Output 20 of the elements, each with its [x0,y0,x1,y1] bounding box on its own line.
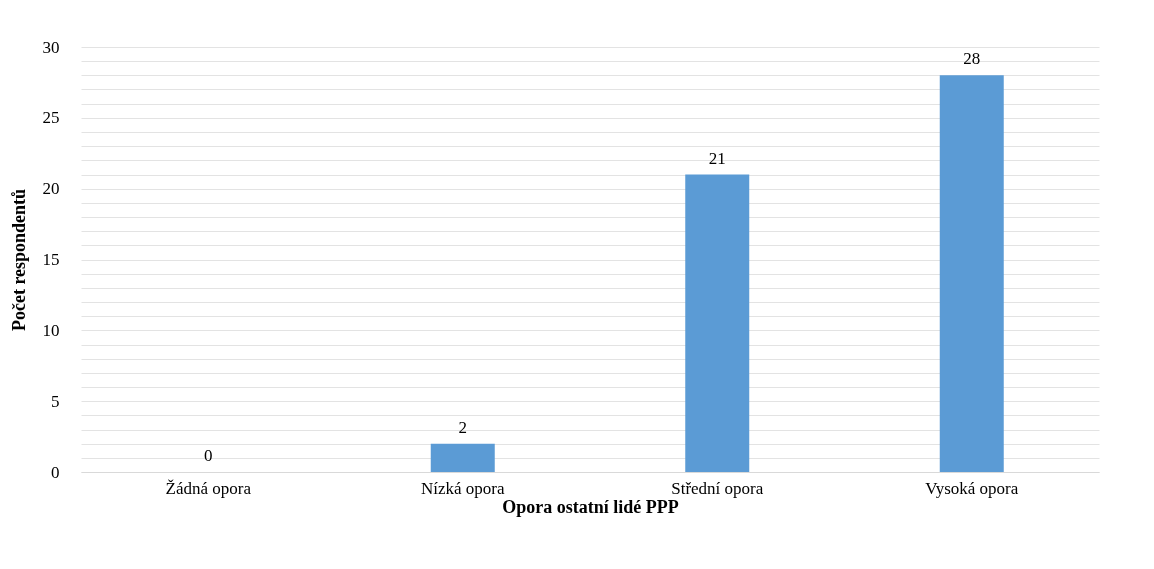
y-tick-label: 25 [42,108,60,128]
y-tick-label: 15 [42,250,60,269]
y-tick-label: 20 [42,179,60,199]
bar [939,75,1004,472]
x-tick-label: Střední opora [671,478,764,498]
data-label: 21 [708,148,726,168]
data-label: 2 [458,417,467,437]
y-tick-label: 5 [51,391,60,411]
data-label: 28 [963,49,981,69]
y-tick-label: 30 [42,37,60,57]
x-tick-label: Vysoká opora [925,478,1019,498]
x-axis-title: Opora ostatní lidé PPP [502,496,679,517]
bar [430,443,495,472]
x-tick-label: Žádná opora [165,478,252,498]
data-label: 0 [204,446,213,465]
y-tick-label: 10 [42,320,60,340]
y-tick-label: 0 [51,462,60,482]
bar [685,174,750,472]
x-tick-label: Nízká opora [420,478,505,498]
y-axis-title: Počet respondentů [8,188,29,332]
